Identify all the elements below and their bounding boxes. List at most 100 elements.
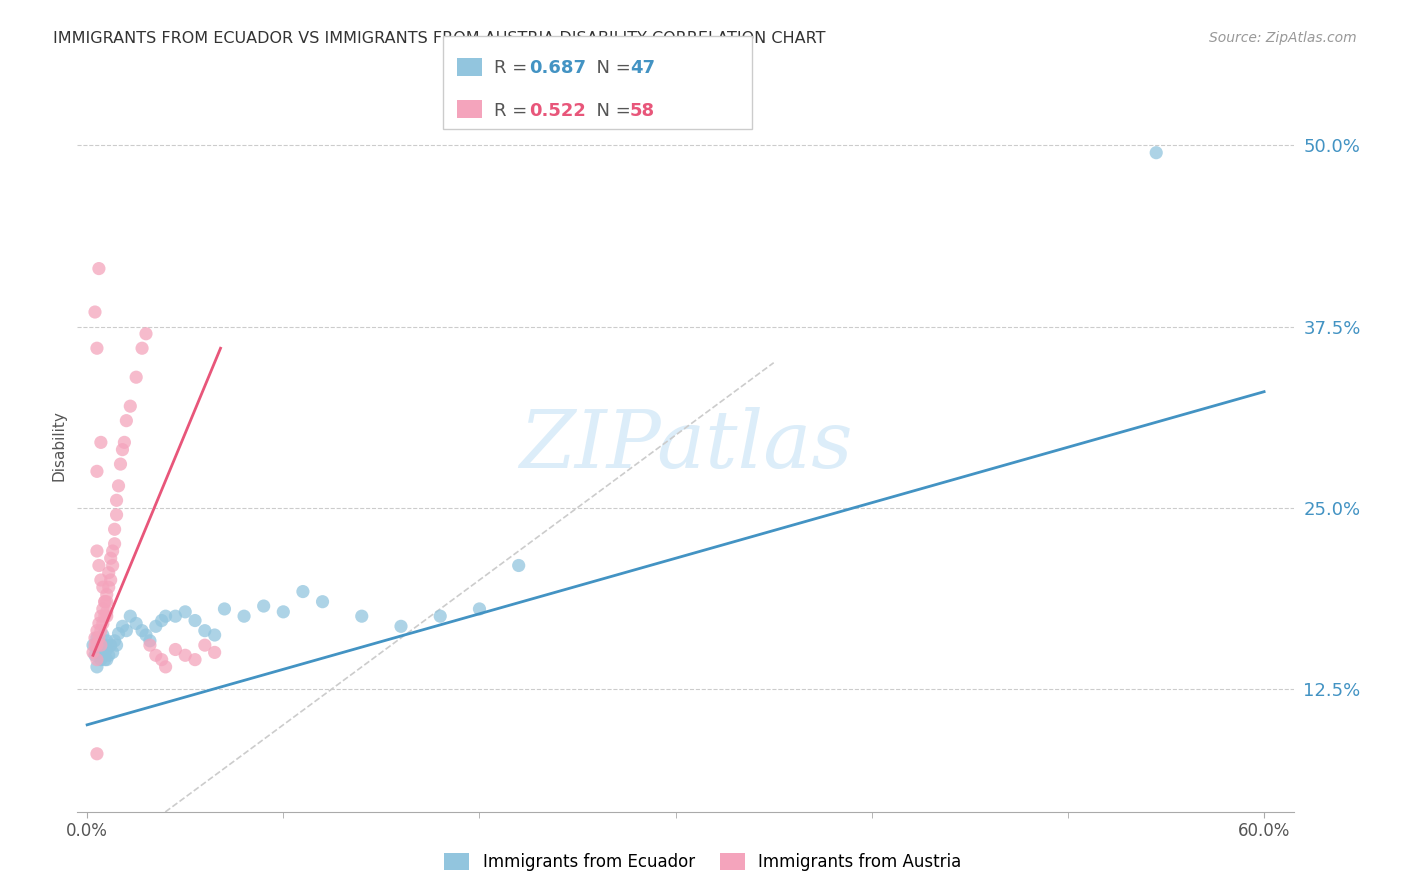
Point — [84, 305, 107, 319]
Point — [145, 648, 167, 663]
Point — [194, 624, 217, 638]
Point — [87, 631, 110, 645]
Point — [107, 626, 129, 640]
Point — [100, 573, 122, 587]
Point — [82, 645, 104, 659]
Point — [107, 479, 129, 493]
Point — [86, 464, 108, 478]
Text: Source: ZipAtlas.com: Source: ZipAtlas.com — [1209, 31, 1357, 45]
Point — [104, 522, 127, 536]
Point — [155, 660, 177, 674]
Point — [96, 633, 118, 648]
Point — [120, 399, 142, 413]
Point — [468, 602, 491, 616]
Point — [94, 638, 117, 652]
Point — [120, 609, 142, 624]
Point — [165, 609, 187, 624]
Point — [91, 616, 114, 631]
Legend: Immigrants from Ecuador, Immigrants from Austria: Immigrants from Ecuador, Immigrants from… — [436, 845, 970, 880]
Point — [84, 638, 107, 652]
Point — [100, 638, 122, 652]
Point — [90, 435, 112, 450]
Point — [125, 370, 148, 384]
Point — [86, 624, 108, 638]
Point — [90, 653, 112, 667]
Point — [94, 653, 117, 667]
Text: 58: 58 — [630, 102, 655, 120]
Point — [96, 653, 118, 667]
Text: 0.687: 0.687 — [529, 60, 586, 78]
Point — [105, 638, 128, 652]
Point — [86, 660, 108, 674]
Text: N =: N = — [585, 102, 637, 120]
Point — [115, 414, 138, 428]
Point — [253, 599, 276, 613]
Point — [131, 624, 153, 638]
Point — [111, 619, 134, 633]
Point — [86, 631, 108, 645]
Point — [204, 628, 226, 642]
Point — [94, 595, 117, 609]
Point — [87, 616, 110, 631]
Point — [165, 642, 187, 657]
Point — [101, 544, 124, 558]
Point — [84, 631, 107, 645]
Point — [94, 609, 117, 624]
Text: 47: 47 — [630, 60, 655, 78]
Point — [184, 614, 207, 628]
Point — [96, 595, 118, 609]
Text: IMMIGRANTS FROM ECUADOR VS IMMIGRANTS FROM AUSTRIA DISABILITY CORRELATION CHART: IMMIGRANTS FROM ECUADOR VS IMMIGRANTS FR… — [53, 31, 825, 46]
Point — [125, 616, 148, 631]
Point — [86, 341, 108, 355]
Point — [271, 605, 294, 619]
Point — [96, 609, 118, 624]
Point — [90, 573, 112, 587]
Point — [131, 341, 153, 355]
Point — [291, 584, 314, 599]
Point — [204, 645, 226, 659]
Point — [97, 580, 120, 594]
Point — [97, 566, 120, 580]
Point — [87, 261, 110, 276]
Point — [86, 747, 108, 761]
Point — [90, 638, 112, 652]
Point — [139, 633, 162, 648]
Point — [104, 537, 127, 551]
Point — [100, 551, 122, 566]
Point — [96, 605, 118, 619]
Point — [82, 638, 104, 652]
Point — [101, 558, 124, 573]
Point — [311, 595, 333, 609]
Point — [86, 638, 108, 652]
Point — [155, 609, 177, 624]
Point — [184, 653, 207, 667]
Point — [101, 645, 124, 659]
Point — [112, 435, 135, 450]
Point — [194, 638, 217, 652]
Point — [96, 587, 118, 601]
Point — [110, 457, 132, 471]
Point — [87, 645, 110, 659]
Point — [97, 648, 120, 663]
Point — [135, 326, 157, 341]
Point — [86, 544, 108, 558]
Point — [139, 638, 162, 652]
Point — [111, 442, 134, 457]
Point — [90, 638, 112, 652]
Point — [174, 648, 197, 663]
Point — [115, 624, 138, 638]
Point — [105, 508, 128, 522]
Point — [90, 609, 112, 624]
Point — [1144, 145, 1167, 160]
Point — [145, 619, 167, 633]
Point — [104, 633, 127, 648]
Point — [150, 653, 173, 667]
Text: N =: N = — [585, 60, 637, 78]
Point — [91, 602, 114, 616]
Point — [84, 648, 107, 663]
Point — [429, 609, 451, 624]
Point — [91, 648, 114, 663]
Point — [91, 580, 114, 594]
Point — [174, 605, 197, 619]
Y-axis label: Disability: Disability — [51, 410, 66, 482]
